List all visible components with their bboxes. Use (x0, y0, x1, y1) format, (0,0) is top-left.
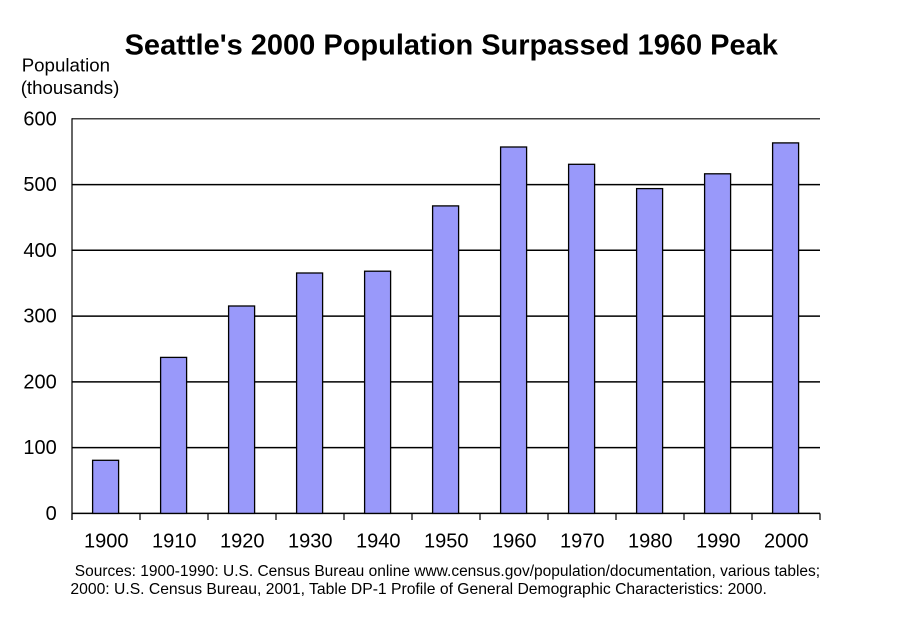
svg-text:1990: 1990 (696, 531, 741, 553)
svg-text:600: 600 (23, 108, 56, 130)
svg-text:200: 200 (23, 371, 56, 393)
svg-text:1960: 1960 (492, 531, 537, 553)
svg-text:Sources: 1900-1990: U.S. Censu: Sources: 1900-1990: U.S. Census Bureau o… (75, 563, 820, 580)
svg-text:1970: 1970 (560, 531, 605, 553)
svg-text:0: 0 (46, 503, 57, 525)
svg-text:1910: 1910 (152, 531, 197, 553)
svg-text:1930: 1930 (288, 531, 333, 553)
svg-text:500: 500 (23, 174, 56, 196)
svg-text:400: 400 (23, 240, 56, 262)
svg-text:300: 300 (23, 306, 56, 328)
svg-text:1950: 1950 (424, 531, 469, 553)
svg-text:2000: U.S. Census Bureau, 2001: 2000: U.S. Census Bureau, 2001, Table DP… (70, 581, 766, 598)
svg-text:Seattle's 2000 Population Surp: Seattle's 2000 Population Surpassed 1960… (125, 30, 779, 62)
svg-text:1940: 1940 (356, 531, 401, 553)
svg-text:Population: Population (22, 54, 110, 75)
svg-text:1980: 1980 (628, 531, 673, 553)
svg-text:1920: 1920 (220, 531, 265, 553)
svg-text:100: 100 (23, 437, 56, 459)
svg-text:1900: 1900 (84, 531, 129, 553)
svg-text:2000: 2000 (764, 531, 809, 553)
svg-text:(thousands): (thousands) (21, 77, 120, 98)
